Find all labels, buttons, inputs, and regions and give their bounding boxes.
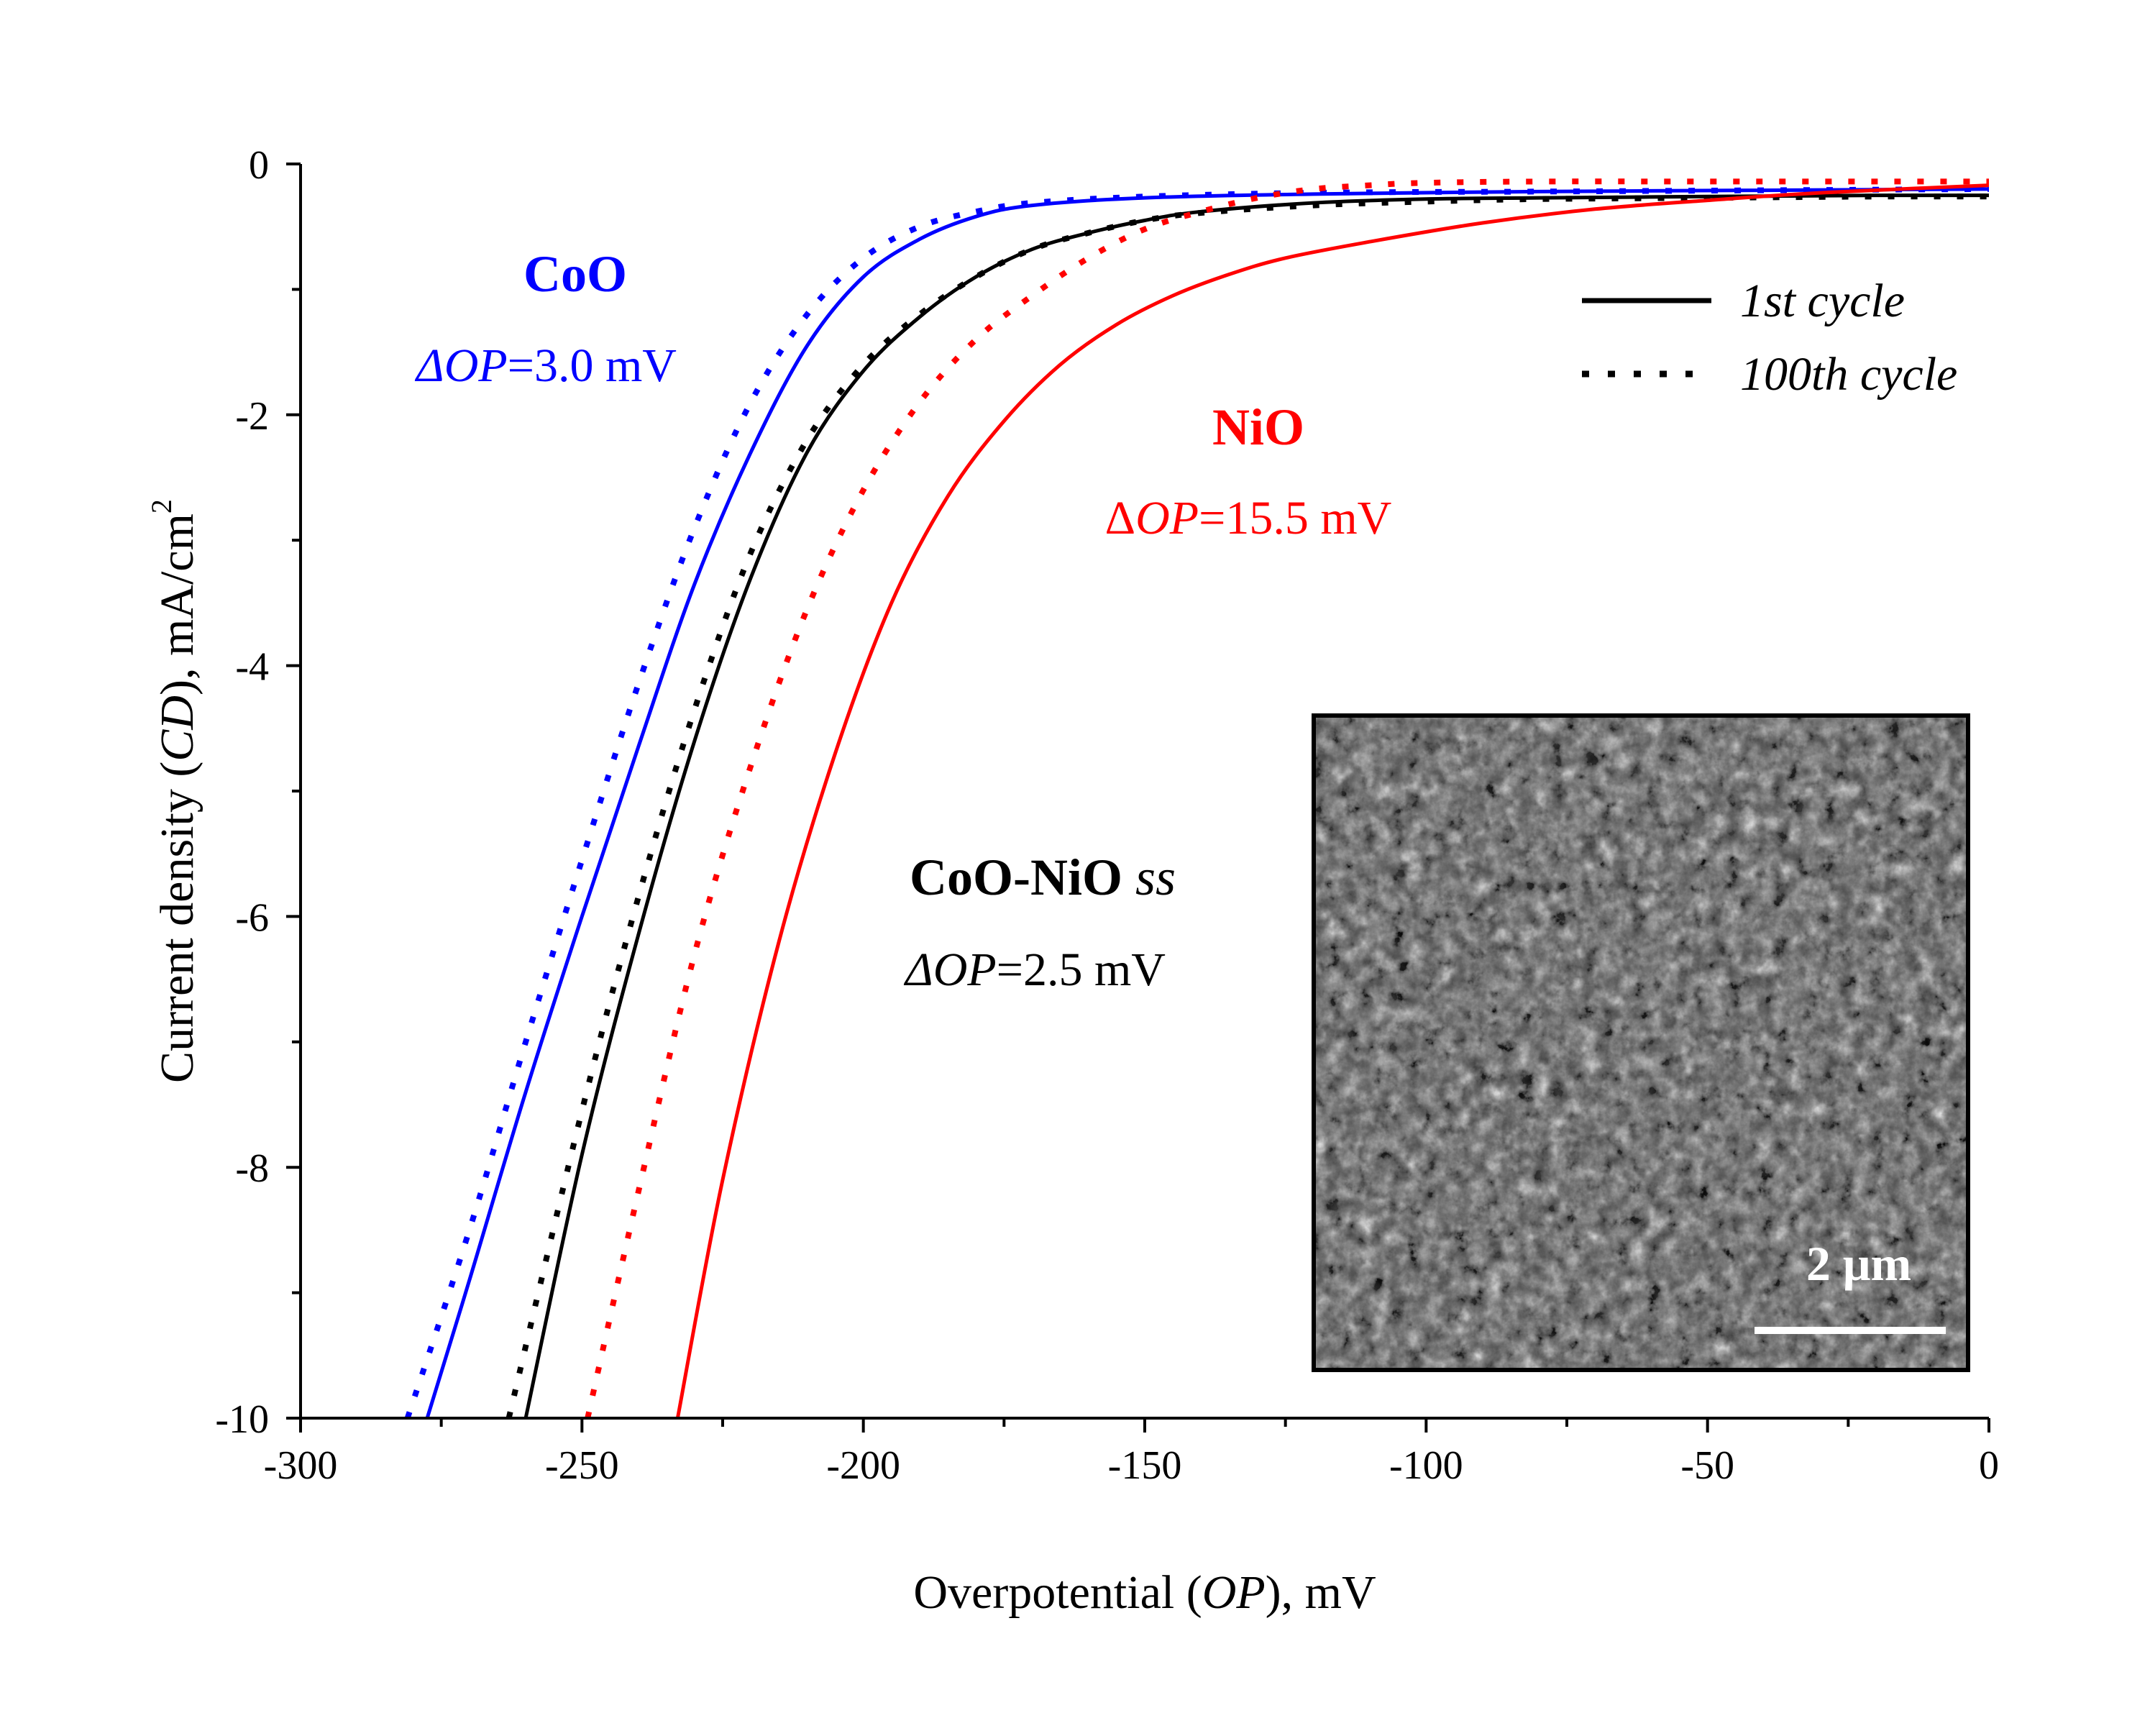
x-axis-title-part: OP [1202,1566,1266,1619]
y-tick-label: -8 [235,1146,269,1191]
x-tick-label: -150 [1108,1443,1182,1488]
x-tick-label: -250 [545,1443,619,1488]
delta-value: =3.0 mV [508,339,677,392]
annotation-material-suffix: ss [1135,849,1176,906]
series-layer [404,178,1989,1419]
annotation-coo-nio-ss-delta: ΔOP=2.5 mV [903,944,1166,996]
delta-op: OP [444,339,508,392]
y-axis-title-part: ), mA/cm [151,513,203,695]
annotation-nio-name: NiO [1212,398,1304,456]
series-line-coo-nio-ss-1st-cycle [523,193,1989,1419]
y-axis-title-superscript: 2 [145,499,178,513]
series-line-nio-100th-cycle [585,178,1989,1419]
delta-op: OP [1135,492,1199,544]
y-axis-title: Current density (CD), mA/cm2 [145,499,203,1083]
x-axis-title-part: ), mV [1266,1566,1376,1619]
delta-symbol: Δ [903,944,933,996]
x-ticks: -300 -250 -200 -150 -100 -50 0 [264,1418,1999,1488]
annotation-coo-nio-ss: CoO-NiO ss ΔOP=2.5 mV [903,849,1176,996]
x-tick-label: 0 [1979,1443,1999,1488]
y-tick-label: -6 [235,895,269,940]
sem-inset-frame [1312,713,1970,1372]
y-tick-label: 0 [249,143,269,188]
x-tick-label: -300 [264,1443,338,1488]
y-tick-label: -2 [235,394,269,439]
annotation-nio-delta: ΔOP=15.5 mV [1105,492,1392,544]
x-tick-label: -100 [1389,1443,1463,1488]
series-line-coo-1st-cycle [425,187,1989,1419]
annotation-coo-name: CoO [523,245,627,303]
sem-micrograph-image [1314,716,1968,1370]
x-axis-title-part: Overpotential ( [913,1566,1202,1619]
legend-label-1st-cycle: 1st cycle [1740,275,1905,327]
delta-value: =2.5 mV [997,944,1166,996]
x-tick-label: -200 [826,1443,900,1488]
y-axis: 0 -2 -4 -6 -8 -10 [215,143,302,1442]
delta-op: OP [933,944,997,996]
scale-bar-label: 2 μm [1806,1236,1911,1291]
legend-label-100th-cycle: 100th cycle [1740,348,1957,401]
delta-value: =15.5 mV [1199,492,1391,544]
series-line-nio-1st-cycle [675,183,1989,1419]
annotation-coo-nio-ss-name: CoO-NiO ss [910,849,1176,906]
x-axis-title: Overpotential (OP), mV [913,1566,1376,1619]
annotation-nio: NiO ΔOP=15.5 mV [1105,398,1392,544]
annotation-coo-delta: ΔOP=3.0 mV [414,339,677,392]
legend: 1st cycle 100th cycle [1582,275,1957,401]
y-ticks: 0 -2 -4 -6 -8 -10 [215,143,301,1442]
y-tick-label: -4 [235,645,269,690]
annotation-coo: CoO ΔOP=3.0 mV [414,245,677,392]
delta-symbol: Δ [414,339,444,392]
annotation-material: CoO-NiO [910,849,1135,906]
y-axis-title-part: CD [151,695,203,762]
x-tick-label: -50 [1680,1443,1734,1488]
delta-symbol: Δ [1105,492,1135,544]
y-axis-title-part: Current density ( [151,762,203,1083]
x-axis: -300 -250 -200 -150 -100 -50 0 [264,1417,1999,1488]
y-tick-label: -10 [215,1397,269,1442]
sem-inset: 2 μm [1312,713,1970,1372]
